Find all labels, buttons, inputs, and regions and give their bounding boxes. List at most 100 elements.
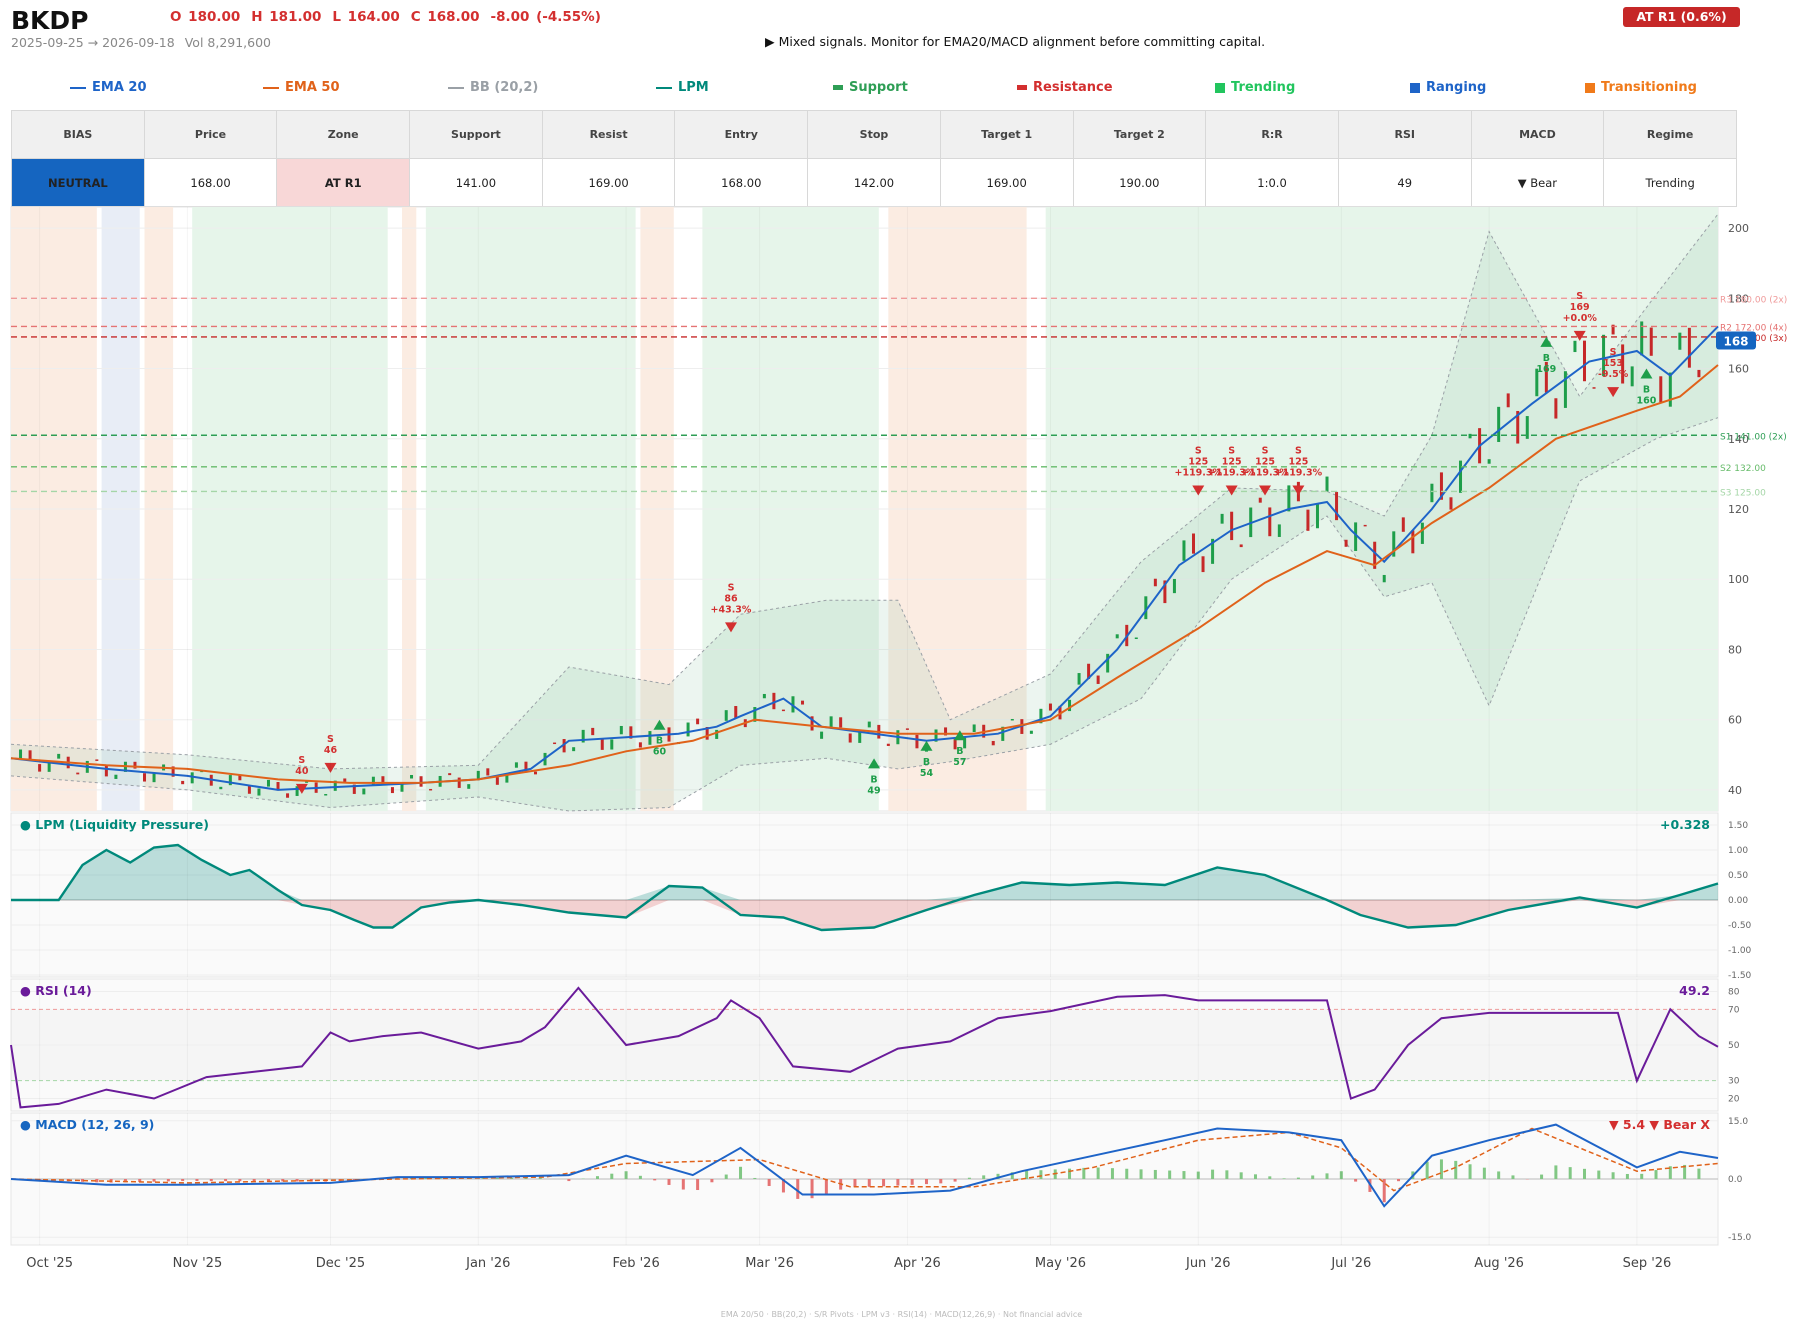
metric-value-entry: 168.00 bbox=[674, 158, 809, 207]
candle bbox=[1459, 460, 1463, 493]
signal-label-line: 169 bbox=[1570, 302, 1590, 313]
candle bbox=[1239, 544, 1243, 548]
macd-histogram-bar bbox=[1468, 1164, 1472, 1179]
sell-signal-marker bbox=[295, 783, 308, 794]
macd-histogram-bar bbox=[824, 1179, 828, 1194]
legend-item-ranging: Ranging bbox=[1410, 80, 1486, 95]
x-tick-label: Jan '26 bbox=[465, 1256, 510, 1271]
candle bbox=[1211, 538, 1215, 564]
macd-histogram-bar bbox=[796, 1179, 800, 1199]
date-volume-meta: 2025-09-25 → 2026-09-18 Vol 8,291,600 bbox=[11, 35, 281, 50]
signal-label-line: S bbox=[1610, 347, 1617, 358]
macd-histogram-bar bbox=[696, 1179, 700, 1191]
candle bbox=[1029, 730, 1033, 734]
macd-histogram-bar bbox=[982, 1175, 986, 1179]
legend-swatch bbox=[656, 86, 672, 89]
signal-label-line: B bbox=[956, 746, 963, 757]
signal-label: B 60 bbox=[653, 736, 667, 758]
candle bbox=[1516, 410, 1520, 444]
candle bbox=[1144, 596, 1148, 620]
metric-value-macd: ▼ Bear bbox=[1470, 158, 1605, 207]
candle bbox=[533, 771, 537, 775]
signal-label: S46 bbox=[324, 734, 338, 756]
rsi-tick-label: 80 bbox=[1728, 987, 1740, 997]
macd-histogram-bar bbox=[1511, 1175, 1515, 1179]
candle bbox=[190, 772, 194, 784]
candle bbox=[1306, 509, 1310, 531]
lpm-tick-label: -1.00 bbox=[1728, 946, 1752, 956]
x-tick-label: Feb '26 bbox=[612, 1256, 659, 1271]
x-tick-label: Oct '25 bbox=[26, 1256, 73, 1271]
metric-header-stop: Stop bbox=[807, 110, 941, 159]
candle bbox=[581, 729, 585, 743]
macd-histogram-bar bbox=[1168, 1170, 1172, 1179]
x-tick-label: Aug '26 bbox=[1474, 1256, 1524, 1271]
macd-histogram-bar bbox=[138, 1179, 142, 1182]
candle bbox=[1554, 398, 1558, 419]
macd-histogram-bar bbox=[224, 1179, 228, 1182]
signal-label: S 86 +43.3% bbox=[711, 582, 752, 615]
candle bbox=[1582, 340, 1586, 382]
candle bbox=[352, 784, 356, 794]
sell-signal-marker bbox=[1292, 485, 1305, 496]
candle bbox=[95, 759, 99, 761]
metric-value-bias: NEUTRAL bbox=[11, 158, 145, 207]
candle bbox=[181, 780, 185, 785]
sell-signal-marker bbox=[1573, 330, 1586, 341]
macd-histogram-bar bbox=[1582, 1168, 1586, 1179]
zone-badge: AT R1 (0.6%) bbox=[1623, 7, 1740, 27]
sell-signal-marker bbox=[1607, 387, 1620, 398]
candle bbox=[305, 780, 309, 783]
macd-histogram-bar bbox=[295, 1179, 299, 1182]
macd-histogram-bar bbox=[195, 1179, 199, 1181]
metric-header-target-2: Target 2 bbox=[1072, 110, 1207, 159]
metrics-header-row: BIAS Price Zone Support Resist Entry Stop Targe… bbox=[11, 110, 1737, 159]
sell-signal-marker bbox=[1192, 485, 1205, 496]
candle bbox=[1077, 673, 1081, 685]
macd-histogram-bar bbox=[810, 1179, 814, 1199]
candle bbox=[972, 724, 976, 733]
signal-label-line: 153 bbox=[1603, 358, 1623, 369]
macd-histogram-bar bbox=[1039, 1170, 1043, 1179]
macd-histogram-bar bbox=[724, 1174, 728, 1179]
candle bbox=[1678, 332, 1682, 350]
signal-label-line: 54 bbox=[920, 768, 934, 779]
buy-signal-marker bbox=[920, 740, 933, 751]
price-tick-label: 180 bbox=[1728, 292, 1749, 305]
legend-label: EMA 20 bbox=[92, 80, 147, 95]
signal-label: B 169 bbox=[1536, 353, 1556, 375]
candle bbox=[238, 775, 242, 781]
candle bbox=[600, 739, 604, 750]
metric-value-regime: Trending bbox=[1603, 158, 1737, 207]
candle bbox=[944, 727, 948, 736]
lpm-tick-label: 0.50 bbox=[1728, 871, 1748, 881]
candle bbox=[1592, 387, 1596, 389]
metric-header-zone: Zone bbox=[276, 110, 411, 159]
macd-histogram-bar bbox=[438, 1177, 442, 1179]
macd-tick-label: 0.0 bbox=[1728, 1175, 1743, 1185]
candle bbox=[1373, 541, 1377, 569]
rsi-tick-label: 20 bbox=[1728, 1095, 1740, 1105]
legend-item-bb-20-2: BB (20,2) bbox=[448, 80, 538, 95]
metric-value-target-1: 169.00 bbox=[939, 158, 1074, 207]
candle bbox=[963, 737, 967, 749]
ohlc-high: H 181.00 bbox=[251, 9, 322, 25]
signal-label-line: S bbox=[1576, 291, 1583, 302]
bollinger-band-fill bbox=[11, 214, 1718, 811]
macd-histogram-bar bbox=[1282, 1178, 1286, 1179]
candle bbox=[1115, 634, 1119, 639]
macd-histogram-bar bbox=[1611, 1172, 1615, 1179]
macd-histogram-bar bbox=[1540, 1174, 1544, 1179]
macd-histogram-bar bbox=[266, 1179, 270, 1182]
chart-panels: 40 60 80 100 120 140 160 180 200 R3 180.00 (2x) R2… bbox=[10, 206, 1787, 1271]
signal-label-line: +0.0% bbox=[1563, 313, 1598, 324]
rsi-tick-label: 30 bbox=[1728, 1077, 1740, 1087]
candle bbox=[295, 786, 299, 796]
candle bbox=[1525, 416, 1529, 439]
macd-histogram-bar bbox=[1697, 1168, 1701, 1179]
signal-label-line: S bbox=[1295, 445, 1302, 456]
x-tick-label: Nov '25 bbox=[173, 1256, 223, 1271]
macd-histogram-bar bbox=[781, 1179, 785, 1193]
legend-item-support: Support bbox=[833, 80, 908, 95]
candle bbox=[886, 743, 890, 746]
